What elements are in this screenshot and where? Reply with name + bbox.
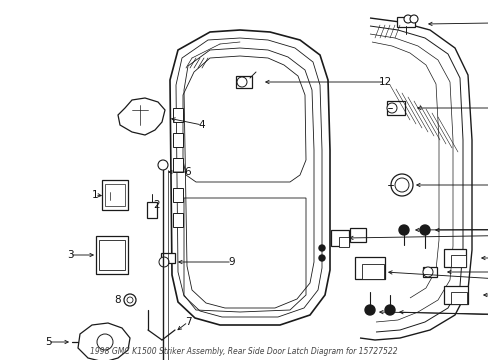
Circle shape	[422, 267, 432, 277]
Bar	[236, 76, 251, 88]
Bar	[161, 253, 175, 263]
Circle shape	[398, 225, 408, 235]
Bar	[349, 228, 365, 242]
Circle shape	[124, 294, 136, 306]
Bar	[173, 108, 183, 122]
Bar	[422, 267, 436, 277]
Bar	[449, 255, 465, 267]
Circle shape	[364, 305, 374, 315]
Bar	[173, 188, 183, 202]
Bar	[99, 240, 125, 270]
Bar	[354, 257, 384, 279]
Bar	[173, 213, 183, 227]
Circle shape	[386, 103, 396, 113]
Bar	[338, 237, 348, 247]
Circle shape	[318, 255, 325, 261]
Text: 4: 4	[198, 120, 205, 130]
Text: 8: 8	[115, 295, 121, 305]
Circle shape	[394, 178, 408, 192]
Circle shape	[390, 174, 412, 196]
Bar	[173, 133, 183, 147]
Text: 9: 9	[228, 257, 235, 267]
Bar	[450, 292, 466, 304]
Circle shape	[127, 297, 133, 303]
Text: 6: 6	[184, 167, 191, 177]
Bar	[147, 202, 157, 218]
Polygon shape	[170, 30, 329, 325]
Bar	[173, 158, 183, 172]
Text: 3: 3	[66, 250, 73, 260]
Circle shape	[159, 257, 169, 267]
Bar	[330, 230, 348, 246]
Circle shape	[419, 225, 429, 235]
Circle shape	[237, 77, 246, 87]
Text: 1998 GMC K1500 Striker Assembly, Rear Side Door Latch Diagram for 15727522: 1998 GMC K1500 Striker Assembly, Rear Si…	[90, 347, 397, 356]
Bar	[105, 184, 125, 206]
Text: 2: 2	[153, 200, 160, 210]
Bar	[361, 264, 383, 279]
Circle shape	[97, 334, 113, 350]
Text: 7: 7	[184, 317, 191, 327]
Text: 12: 12	[378, 77, 391, 87]
Circle shape	[318, 245, 325, 251]
Text: 5: 5	[44, 337, 51, 347]
Circle shape	[384, 305, 394, 315]
Bar	[443, 249, 465, 267]
Circle shape	[403, 15, 411, 23]
Bar	[386, 101, 404, 115]
Bar	[96, 236, 128, 274]
Text: 1: 1	[92, 190, 98, 200]
Polygon shape	[78, 323, 130, 360]
Bar	[443, 286, 467, 304]
Polygon shape	[118, 98, 164, 135]
Circle shape	[158, 160, 168, 170]
Bar	[102, 180, 128, 210]
Bar	[396, 17, 414, 27]
Circle shape	[409, 15, 417, 23]
